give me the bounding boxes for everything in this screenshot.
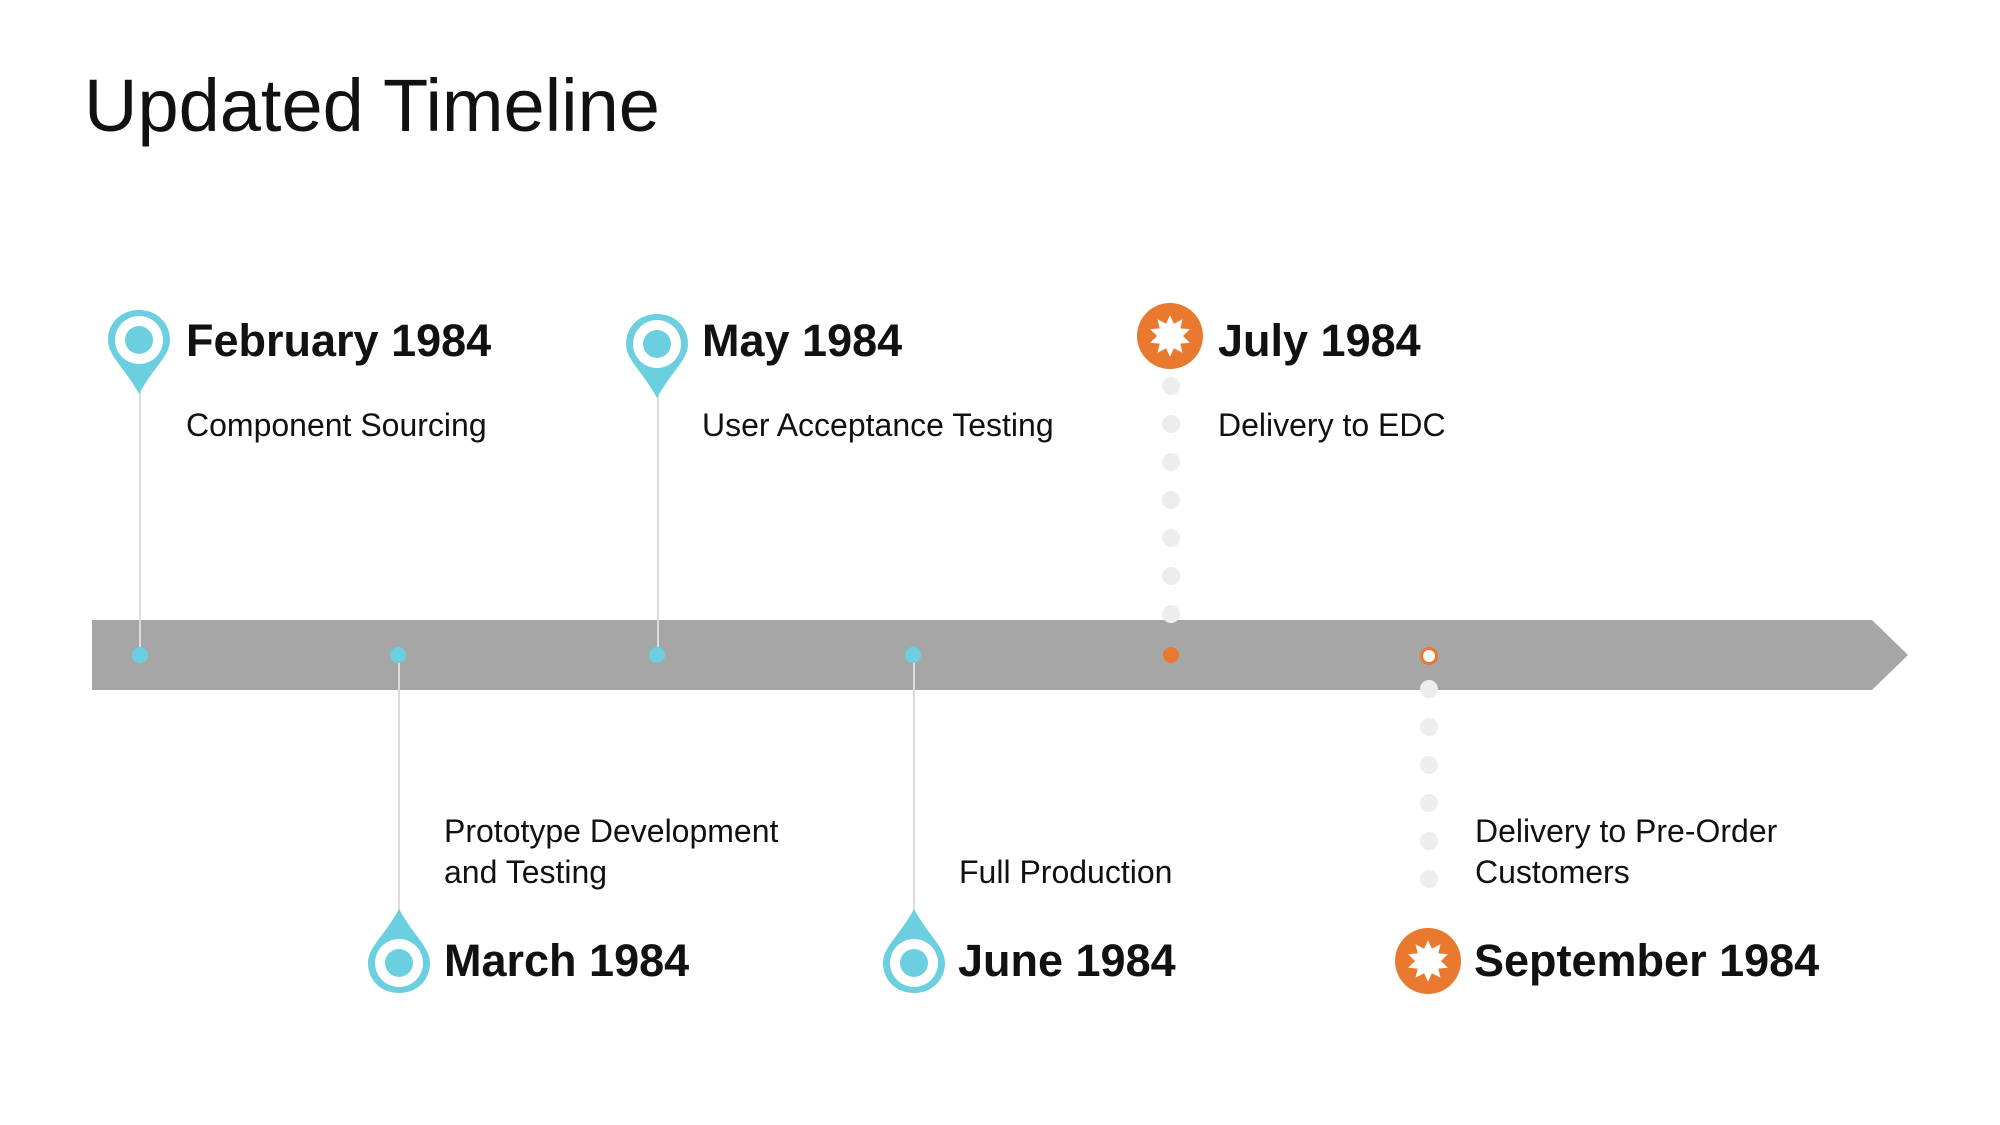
timeline-arrowhead (1872, 620, 1908, 690)
timeline-dot (1163, 647, 1179, 663)
milestone-date: March 1984 (444, 935, 690, 986)
milestone-description: Delivery to EDC (1218, 407, 1446, 443)
milestone-date: February 1984 (186, 315, 492, 366)
starburst-icon (1394, 927, 1462, 995)
connector-dot (1162, 567, 1180, 585)
connector-dot (1420, 832, 1438, 850)
milestone-description: Delivery to Pre-Order Customers (1475, 813, 1778, 890)
connector-dot (1420, 870, 1438, 888)
page-title: Updated Timeline (84, 64, 660, 147)
milestone-date: July 1984 (1218, 315, 1421, 366)
connector-dot (1420, 680, 1438, 698)
milestone-description: User Acceptance Testing (702, 407, 1054, 443)
milestone-date: September 1984 (1474, 935, 1820, 986)
milestone-description: Full Production (959, 854, 1173, 890)
milestone-date: May 1984 (702, 315, 903, 366)
connector-dot (1420, 718, 1438, 736)
connector-dot (1420, 794, 1438, 812)
connector-line (657, 390, 659, 655)
connector-dot (1420, 756, 1438, 774)
milestone-date: June 1984 (958, 935, 1176, 986)
pin-icon (105, 308, 173, 396)
timeline-dot (132, 647, 148, 663)
pin-icon (623, 312, 691, 400)
pin-icon (880, 907, 948, 995)
timeline-dot (649, 647, 665, 663)
connector-dot (1162, 605, 1180, 623)
connector-dot (1162, 491, 1180, 509)
timeline-dot (390, 647, 406, 663)
milestone-description: Component Sourcing (186, 407, 487, 443)
milestone-description: Prototype Development and Testing (444, 813, 779, 890)
pin-icon (365, 907, 433, 995)
timeline-dot (905, 647, 921, 663)
connector-line (139, 385, 141, 655)
connector-dot (1162, 415, 1180, 433)
connector-dot (1162, 453, 1180, 471)
connector-line (913, 655, 915, 915)
connector-dot (1162, 377, 1180, 395)
timeline-bar (92, 620, 1872, 690)
connector-line (398, 655, 400, 915)
connector-dot (1162, 529, 1180, 547)
starburst-icon (1136, 302, 1204, 370)
timeline-dot (1420, 647, 1438, 665)
